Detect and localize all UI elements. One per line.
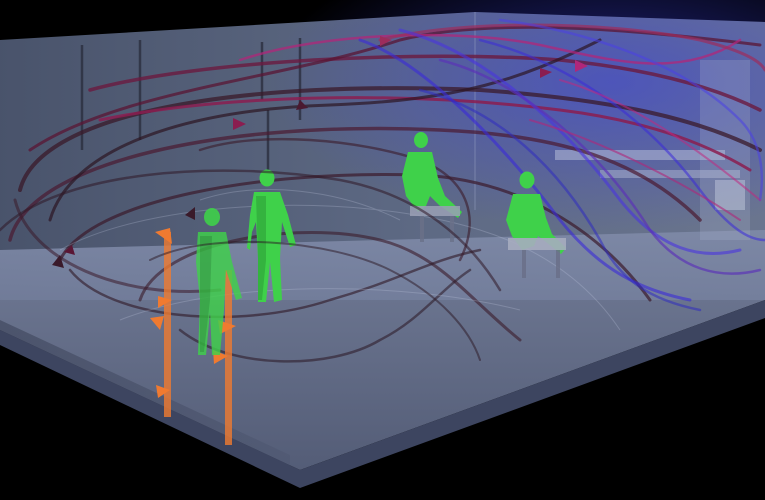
streamline <box>68 248 482 319</box>
room-left-face <box>0 40 290 470</box>
streamline <box>0 169 502 292</box>
flow-arrow <box>575 60 588 72</box>
chair-leg <box>450 216 454 242</box>
orange-column <box>225 270 232 445</box>
occupant-head <box>204 208 220 226</box>
flow-arrow <box>296 100 308 110</box>
standing-occupant-back <box>247 169 296 302</box>
streamline <box>138 231 522 342</box>
streamline <box>13 198 222 294</box>
streamline <box>529 119 741 221</box>
occupant-body <box>196 232 242 355</box>
wall-fixture <box>555 60 750 240</box>
occupant-shading <box>256 196 266 300</box>
room-front-slab <box>0 300 765 488</box>
streamlines-blue <box>358 18 765 312</box>
seated-occupant-right <box>506 171 566 278</box>
occupant-head <box>519 171 535 189</box>
chair-leg <box>420 216 424 242</box>
column-arrow <box>155 228 172 244</box>
streamlines-foreground <box>0 169 502 361</box>
column-arrow <box>156 385 170 398</box>
streamline <box>438 58 762 275</box>
column-arrow <box>150 316 164 330</box>
fixture-shelf-top <box>555 150 725 160</box>
streamline <box>238 33 742 65</box>
occupants <box>196 132 566 355</box>
chair-leg <box>556 250 560 278</box>
occupant-head <box>259 169 275 187</box>
streamline <box>559 79 761 201</box>
streamline <box>48 38 602 222</box>
fixture-box <box>715 180 745 210</box>
flow-arrow <box>380 36 392 46</box>
chair-leg <box>522 250 526 278</box>
streamline <box>28 25 762 152</box>
orange-column <box>164 232 171 417</box>
flow-arrow <box>233 118 246 130</box>
streamline <box>418 88 702 312</box>
flow-arrow <box>185 207 195 220</box>
flow-surface <box>59 204 621 331</box>
streamline <box>149 240 481 361</box>
flow-arrow <box>64 245 75 255</box>
occupant-body <box>402 152 462 218</box>
streamline <box>378 23 765 72</box>
seated-occupant-left <box>402 132 462 242</box>
occupant-shading <box>200 236 212 352</box>
streamline <box>358 38 692 302</box>
flow-arrow <box>540 68 552 78</box>
occupant-head <box>414 132 428 148</box>
streamline <box>98 96 752 172</box>
streamline <box>478 38 765 242</box>
occupant-body <box>247 192 296 302</box>
streamline <box>498 18 764 202</box>
chair <box>508 238 566 250</box>
standing-occupant-front <box>196 208 242 355</box>
streamline <box>8 126 702 242</box>
streamline <box>88 54 762 112</box>
flow-surface <box>199 189 401 221</box>
column-arrow <box>158 296 172 308</box>
chair <box>410 206 460 216</box>
flow-arrows <box>52 36 588 268</box>
streamline <box>18 86 762 192</box>
streamline <box>398 28 742 255</box>
fixture-shelf-bottom <box>600 170 740 178</box>
flow-arrow <box>52 255 64 268</box>
